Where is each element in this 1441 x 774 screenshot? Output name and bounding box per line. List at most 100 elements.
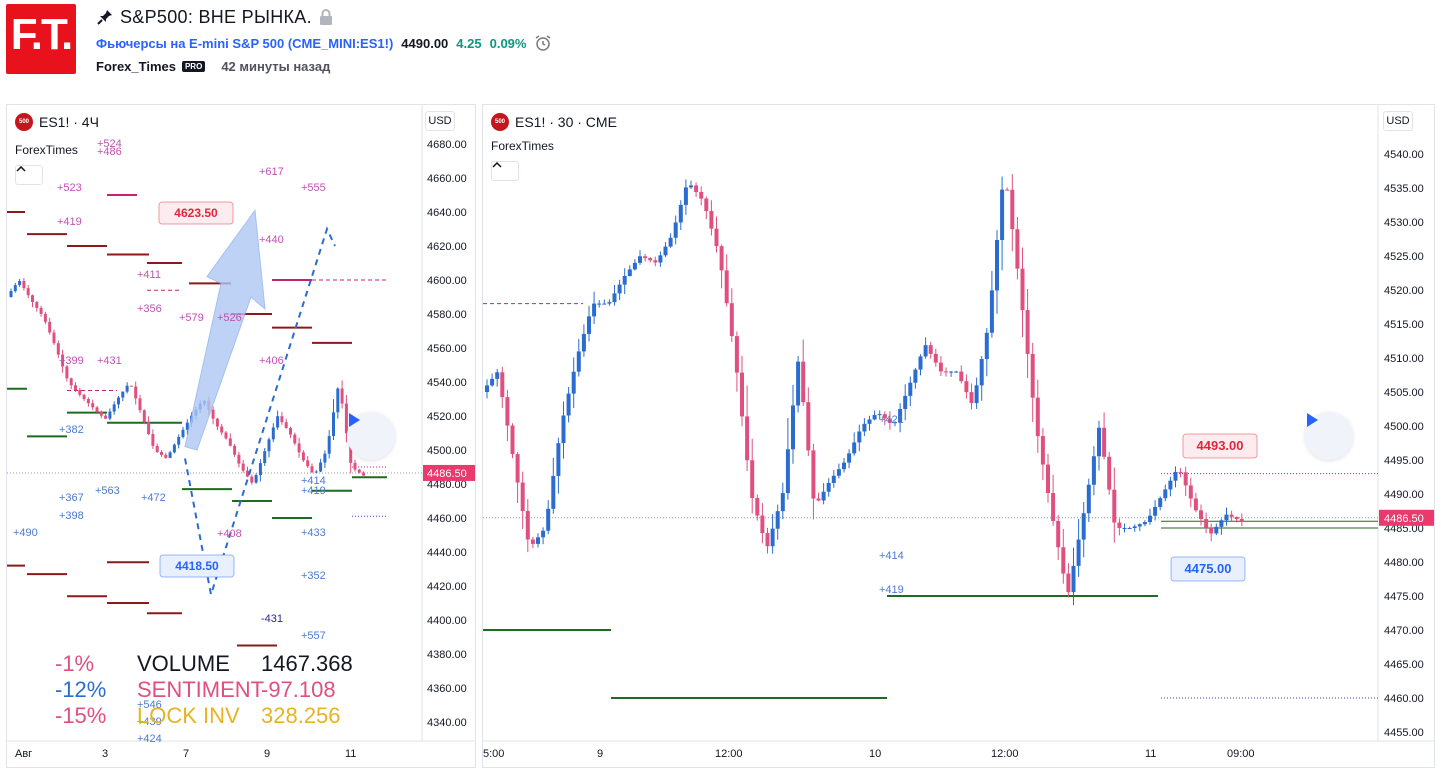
right-candle [913, 369, 918, 383]
left-candle [82, 394, 86, 400]
right-candle [1040, 436, 1045, 465]
right-candle [719, 246, 724, 271]
right-candle [923, 345, 928, 357]
chevron-up-icon [16, 166, 26, 172]
chart-annotation: +524 [97, 138, 122, 150]
symbol-code[interactable]: CME_MINI:ES1! [292, 35, 389, 51]
right-candle [882, 414, 887, 419]
price-tick-label: 4580.00 [427, 309, 467, 321]
chart-annotation: +421 [879, 414, 904, 426]
right-candle [877, 414, 882, 416]
right-candle [801, 361, 806, 403]
right-candle [490, 378, 495, 386]
pin-icon[interactable] [96, 8, 114, 26]
time-tick-label: 5:00 [483, 748, 504, 760]
right-candle [699, 192, 704, 199]
left-chart-canvas[interactable]: 4680.00 4660.00 4640.00 4620.00 4600.00 4580.… [7, 105, 476, 768]
left-candle [78, 390, 82, 395]
right-candle [745, 416, 750, 461]
right-candle [1015, 229, 1020, 269]
price-tick-label: 4600.00 [427, 275, 467, 287]
chart-annotation: +419 [57, 216, 82, 228]
time-tick-label: 11 [1145, 748, 1156, 760]
right-candle [1091, 456, 1096, 485]
left-candle [237, 454, 241, 464]
price-tick-label: 4640.00 [427, 207, 467, 219]
right-candle [1025, 310, 1030, 354]
last-price-tag [1379, 509, 1434, 526]
right-candle [964, 381, 969, 393]
left-candle [74, 385, 77, 391]
right-candle [551, 475, 556, 509]
author-name[interactable]: Forex_Times [96, 58, 176, 74]
right-candle [1204, 519, 1209, 528]
price-tick-label: 4485.00 [1384, 523, 1424, 535]
right-candle [525, 511, 530, 540]
left-candle [117, 397, 120, 405]
right-candle [1010, 189, 1015, 230]
left-collapse-button[interactable] [15, 165, 43, 185]
left-candle [258, 463, 262, 475]
right-candle [1158, 498, 1163, 507]
stat-pct: -12% [55, 677, 107, 702]
alarm-clock-icon[interactable] [534, 34, 552, 52]
right-collapse-button[interactable] [491, 161, 519, 181]
right-chart-pane[interactable]: 4540.00 4535.00 4530.00 4525.00 4520.00 4515.… [482, 104, 1435, 768]
price-tick-label: 4620.00 [427, 241, 467, 253]
left-chart-pane[interactable]: 4680.00 4660.00 4640.00 4620.00 4600.00 4580.… [6, 104, 476, 768]
left-candle [99, 411, 103, 416]
right-candle [1219, 520, 1224, 527]
right-candle [541, 530, 546, 538]
right-currency-selector[interactable]: USD [1383, 111, 1413, 131]
right-chart-symbol[interactable]: ES1! · 30 · CME [515, 114, 617, 130]
chart-annotation: +433 [301, 527, 326, 539]
right-candle [1005, 189, 1010, 191]
right-candle [1102, 427, 1107, 457]
right-candle [643, 256, 648, 259]
stats-panel: -1% VOLUME 1467.368 -12% SENTIMENT -97.1… [55, 651, 353, 729]
price-tick-label: 4380.00 [427, 649, 467, 661]
chart-annotation: +617 [259, 166, 284, 178]
left-currency-selector[interactable]: USD [425, 111, 455, 131]
stat-pct: -1% [55, 651, 95, 676]
right-candle [566, 393, 571, 416]
left-chart-symbol[interactable]: ES1! · 4Ч [39, 114, 99, 130]
right-candle [505, 397, 510, 426]
time-tick-label: 9 [597, 748, 603, 760]
time-tick-label: 12:00 [715, 748, 743, 760]
price-tick-label: 4500.00 [1384, 421, 1424, 433]
left-candle [56, 343, 60, 355]
right-candle [755, 498, 760, 516]
price-tick-label: 4400.00 [427, 615, 467, 627]
chart-annotation: +472 [141, 492, 166, 504]
right-chart-author: ForexTimes [491, 139, 554, 153]
right-chart-canvas[interactable]: 4540.00 4535.00 4530.00 4525.00 4520.00 4515.… [483, 105, 1435, 768]
price-tick-label: 4500.00 [427, 445, 467, 457]
right-candle [689, 185, 693, 188]
price-tick-label: 4475.00 [1384, 591, 1424, 603]
left-candle [280, 416, 284, 423]
last-price-tag [423, 464, 475, 481]
left-candle [108, 411, 112, 419]
right-candle [887, 418, 892, 423]
right-play-button[interactable] [1305, 412, 1353, 460]
left-candle [69, 378, 73, 386]
chart-annotation: +356 [137, 303, 162, 315]
price-tick-label: 4455.00 [1384, 727, 1424, 739]
left-candle [13, 285, 17, 292]
right-candle [1239, 519, 1244, 522]
left-candle [18, 280, 22, 286]
symbol-link[interactable]: Фьючерсы на E-mini S&P 500 (CME_MINI:ES1… [96, 36, 393, 51]
right-candle [852, 442, 857, 454]
price-tick-label: 4480.00 [427, 479, 467, 491]
left-candle [215, 418, 219, 427]
symbol-name[interactable]: Фьючерсы на E-mini S&P 500 [96, 35, 285, 51]
brand-logo[interactable]: F.T. [6, 4, 76, 74]
time-tick-label: 3 [102, 748, 108, 760]
left-candle [297, 443, 301, 453]
right-candle [760, 515, 765, 534]
left-play-button[interactable] [347, 412, 395, 460]
right-candle [663, 246, 668, 256]
left-candle [147, 422, 151, 435]
right-candle [1142, 522, 1147, 525]
